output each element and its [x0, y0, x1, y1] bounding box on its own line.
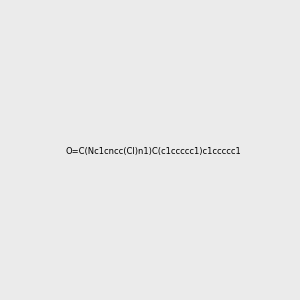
Text: O=C(Nc1cncc(Cl)n1)C(c1ccccc1)c1ccccc1: O=C(Nc1cncc(Cl)n1)C(c1ccccc1)c1ccccc1 [66, 147, 242, 156]
